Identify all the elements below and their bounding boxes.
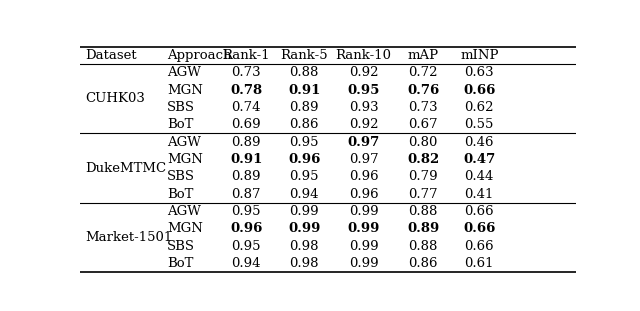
Text: DukeMTMC: DukeMTMC (85, 162, 166, 174)
Text: SBS: SBS (167, 101, 195, 114)
Text: Rank-1: Rank-1 (222, 49, 270, 62)
Text: 0.86: 0.86 (289, 118, 319, 131)
Text: MGN: MGN (167, 84, 203, 97)
Text: 0.89: 0.89 (289, 101, 319, 114)
Text: Rank-10: Rank-10 (336, 49, 392, 62)
Text: Market-1501: Market-1501 (85, 231, 172, 244)
Text: BoT: BoT (167, 118, 193, 131)
Text: 0.80: 0.80 (408, 136, 438, 149)
Text: Dataset: Dataset (85, 49, 136, 62)
Text: 0.89: 0.89 (232, 136, 261, 149)
Text: 0.74: 0.74 (232, 101, 261, 114)
Text: 0.78: 0.78 (230, 84, 262, 97)
Text: AGW: AGW (167, 205, 201, 218)
Text: 0.95: 0.95 (232, 205, 261, 218)
Text: AGW: AGW (167, 136, 201, 149)
Text: 0.62: 0.62 (465, 101, 494, 114)
Text: 0.99: 0.99 (288, 222, 321, 235)
Text: Approach: Approach (167, 49, 231, 62)
Text: 0.73: 0.73 (231, 66, 261, 79)
Text: 0.47: 0.47 (463, 153, 495, 166)
Text: 0.91: 0.91 (230, 153, 262, 166)
Text: BoT: BoT (167, 257, 193, 270)
Text: 0.96: 0.96 (349, 170, 378, 183)
Text: 0.93: 0.93 (349, 101, 378, 114)
Text: 0.98: 0.98 (289, 239, 319, 253)
Text: 0.63: 0.63 (465, 66, 494, 79)
Text: 0.88: 0.88 (408, 205, 438, 218)
Text: CUHK03: CUHK03 (85, 92, 145, 105)
Text: 0.95: 0.95 (348, 84, 380, 97)
Text: Rank-5: Rank-5 (280, 49, 328, 62)
Text: 0.41: 0.41 (465, 188, 494, 201)
Text: 0.88: 0.88 (289, 66, 319, 79)
Text: 0.67: 0.67 (408, 118, 438, 131)
Text: 0.92: 0.92 (349, 118, 378, 131)
Text: 0.99: 0.99 (349, 205, 378, 218)
Text: 0.95: 0.95 (232, 239, 261, 253)
Text: 0.99: 0.99 (348, 222, 380, 235)
Text: 0.55: 0.55 (465, 118, 494, 131)
Text: 0.97: 0.97 (349, 153, 378, 166)
Text: 0.61: 0.61 (465, 257, 494, 270)
Text: 0.72: 0.72 (408, 66, 438, 79)
Text: 0.99: 0.99 (349, 257, 378, 270)
Text: 0.66: 0.66 (465, 239, 494, 253)
Text: 0.97: 0.97 (348, 136, 380, 149)
Text: 0.99: 0.99 (349, 239, 378, 253)
Text: 0.82: 0.82 (407, 153, 439, 166)
Text: 0.92: 0.92 (349, 66, 378, 79)
Text: 0.96: 0.96 (230, 222, 262, 235)
Text: 0.91: 0.91 (288, 84, 321, 97)
Text: 0.76: 0.76 (407, 84, 439, 97)
Text: mINP: mINP (460, 49, 499, 62)
Text: 0.96: 0.96 (288, 153, 321, 166)
Text: 0.95: 0.95 (289, 170, 319, 183)
Text: 0.94: 0.94 (232, 257, 261, 270)
Text: 0.46: 0.46 (465, 136, 494, 149)
Text: 0.88: 0.88 (408, 239, 438, 253)
Text: 0.66: 0.66 (463, 84, 495, 97)
Text: MGN: MGN (167, 153, 203, 166)
Text: 0.87: 0.87 (232, 188, 261, 201)
Text: 0.89: 0.89 (407, 222, 439, 235)
Text: 0.69: 0.69 (231, 118, 261, 131)
Text: 0.79: 0.79 (408, 170, 438, 183)
Text: SBS: SBS (167, 239, 195, 253)
Text: SBS: SBS (167, 170, 195, 183)
Text: 0.95: 0.95 (289, 136, 319, 149)
Text: 0.99: 0.99 (289, 205, 319, 218)
Text: 0.44: 0.44 (465, 170, 494, 183)
Text: 0.89: 0.89 (232, 170, 261, 183)
Text: 0.77: 0.77 (408, 188, 438, 201)
Text: 0.73: 0.73 (408, 101, 438, 114)
Text: 0.66: 0.66 (463, 222, 495, 235)
Text: MGN: MGN (167, 222, 203, 235)
Text: mAP: mAP (408, 49, 439, 62)
Text: 0.86: 0.86 (408, 257, 438, 270)
Text: 0.66: 0.66 (465, 205, 494, 218)
Text: BoT: BoT (167, 188, 193, 201)
Text: AGW: AGW (167, 66, 201, 79)
Text: 0.96: 0.96 (349, 188, 378, 201)
Text: 0.94: 0.94 (289, 188, 319, 201)
Text: 0.98: 0.98 (289, 257, 319, 270)
